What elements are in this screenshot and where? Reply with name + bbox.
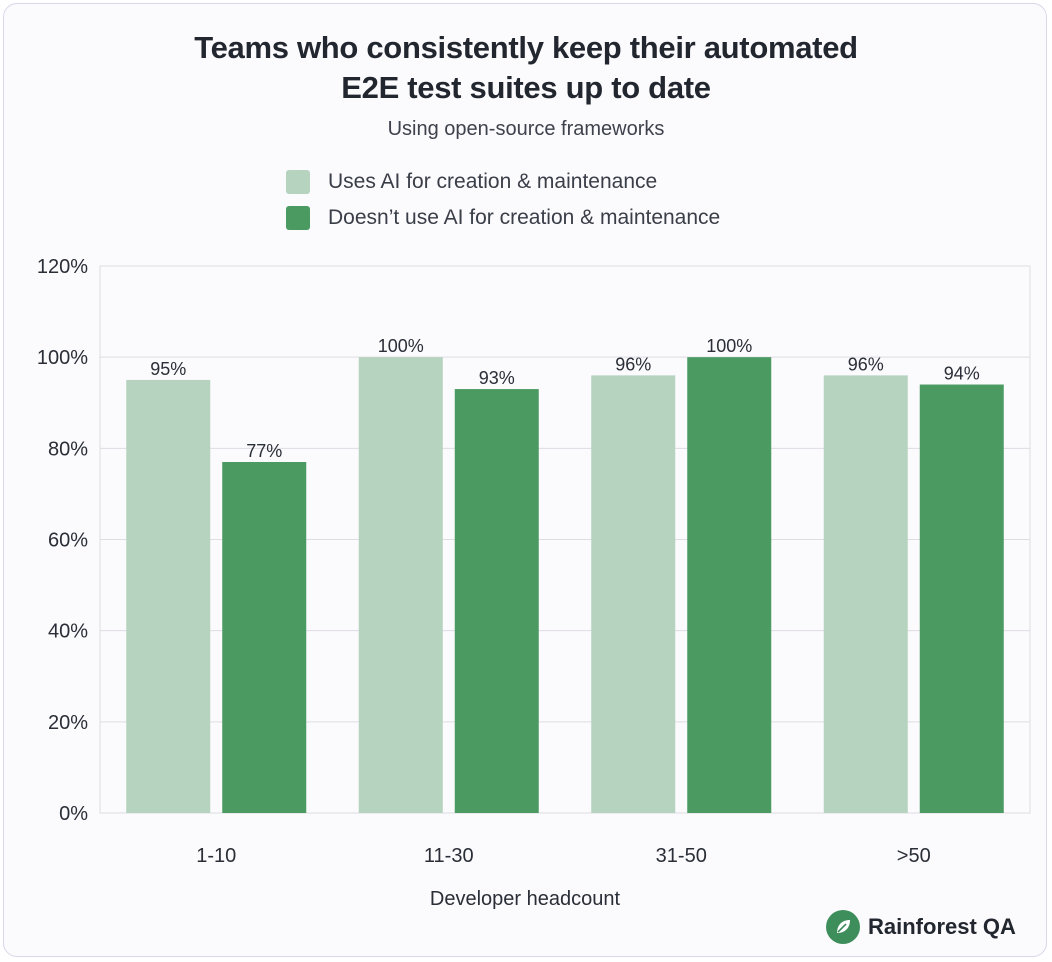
- bar: [823, 375, 908, 813]
- bar-data-label: 93%: [479, 368, 515, 388]
- x-tick-label: 1-10: [196, 845, 236, 867]
- legend-label-no-ai: Doesn’t use AI for creation & maintenanc…: [328, 206, 721, 229]
- bar: [591, 375, 676, 813]
- chart-legend: Uses AI for creation & maintenance Doesn…: [286, 168, 720, 240]
- legend-swatch-uses-ai: [286, 170, 310, 194]
- legend-item-no-ai: Doesn’t use AI for creation & maintenanc…: [286, 204, 720, 232]
- y-tick-label: 40%: [48, 621, 88, 643]
- leaf-icon: [826, 910, 860, 944]
- x-tick-label: 31-50: [656, 845, 707, 867]
- chart-title-line-1: Teams who consistently keep their automa…: [194, 30, 858, 65]
- bar: [358, 357, 443, 813]
- bar-data-label: 77%: [246, 441, 282, 461]
- chart-subtitle: Using open-source frameworks: [387, 118, 665, 140]
- legend-label-uses-ai: Uses AI for creation & maintenance: [328, 170, 658, 193]
- bar-data-label: 100%: [706, 336, 752, 356]
- bar-data-label: 95%: [150, 359, 186, 379]
- y-tick-label: 100%: [37, 347, 88, 369]
- x-tick-label: >50: [897, 845, 931, 867]
- y-tick-label: 120%: [37, 256, 88, 278]
- bar-data-label: 100%: [378, 336, 424, 356]
- bar-data-label: 96%: [848, 354, 884, 374]
- brand-name: Rainforest QA: [868, 914, 1016, 939]
- brand-logo: Rainforest QA: [826, 910, 1016, 944]
- bar: [222, 462, 307, 813]
- y-tick-label: 60%: [48, 530, 88, 552]
- bar: [919, 384, 1004, 813]
- y-tick-label: 80%: [48, 438, 88, 460]
- bar: [454, 389, 539, 813]
- legend-swatch-no-ai: [286, 206, 310, 230]
- y-tick-label: 20%: [48, 712, 88, 734]
- y-tick-label: 0%: [59, 803, 88, 825]
- bar-data-label: 96%: [615, 354, 651, 374]
- bar-data-label: 94%: [944, 364, 980, 384]
- legend-item-uses-ai: Uses AI for creation & maintenance: [286, 168, 720, 196]
- x-tick-label: 11-30: [424, 845, 474, 867]
- bar: [687, 357, 772, 813]
- chart-title: Teams who consistently keep their automa…: [0, 28, 1052, 108]
- bar: [126, 379, 211, 813]
- x-axis-title: Developer headcount: [430, 888, 621, 910]
- chart-title-line-2: E2E test suites up to date: [341, 70, 711, 105]
